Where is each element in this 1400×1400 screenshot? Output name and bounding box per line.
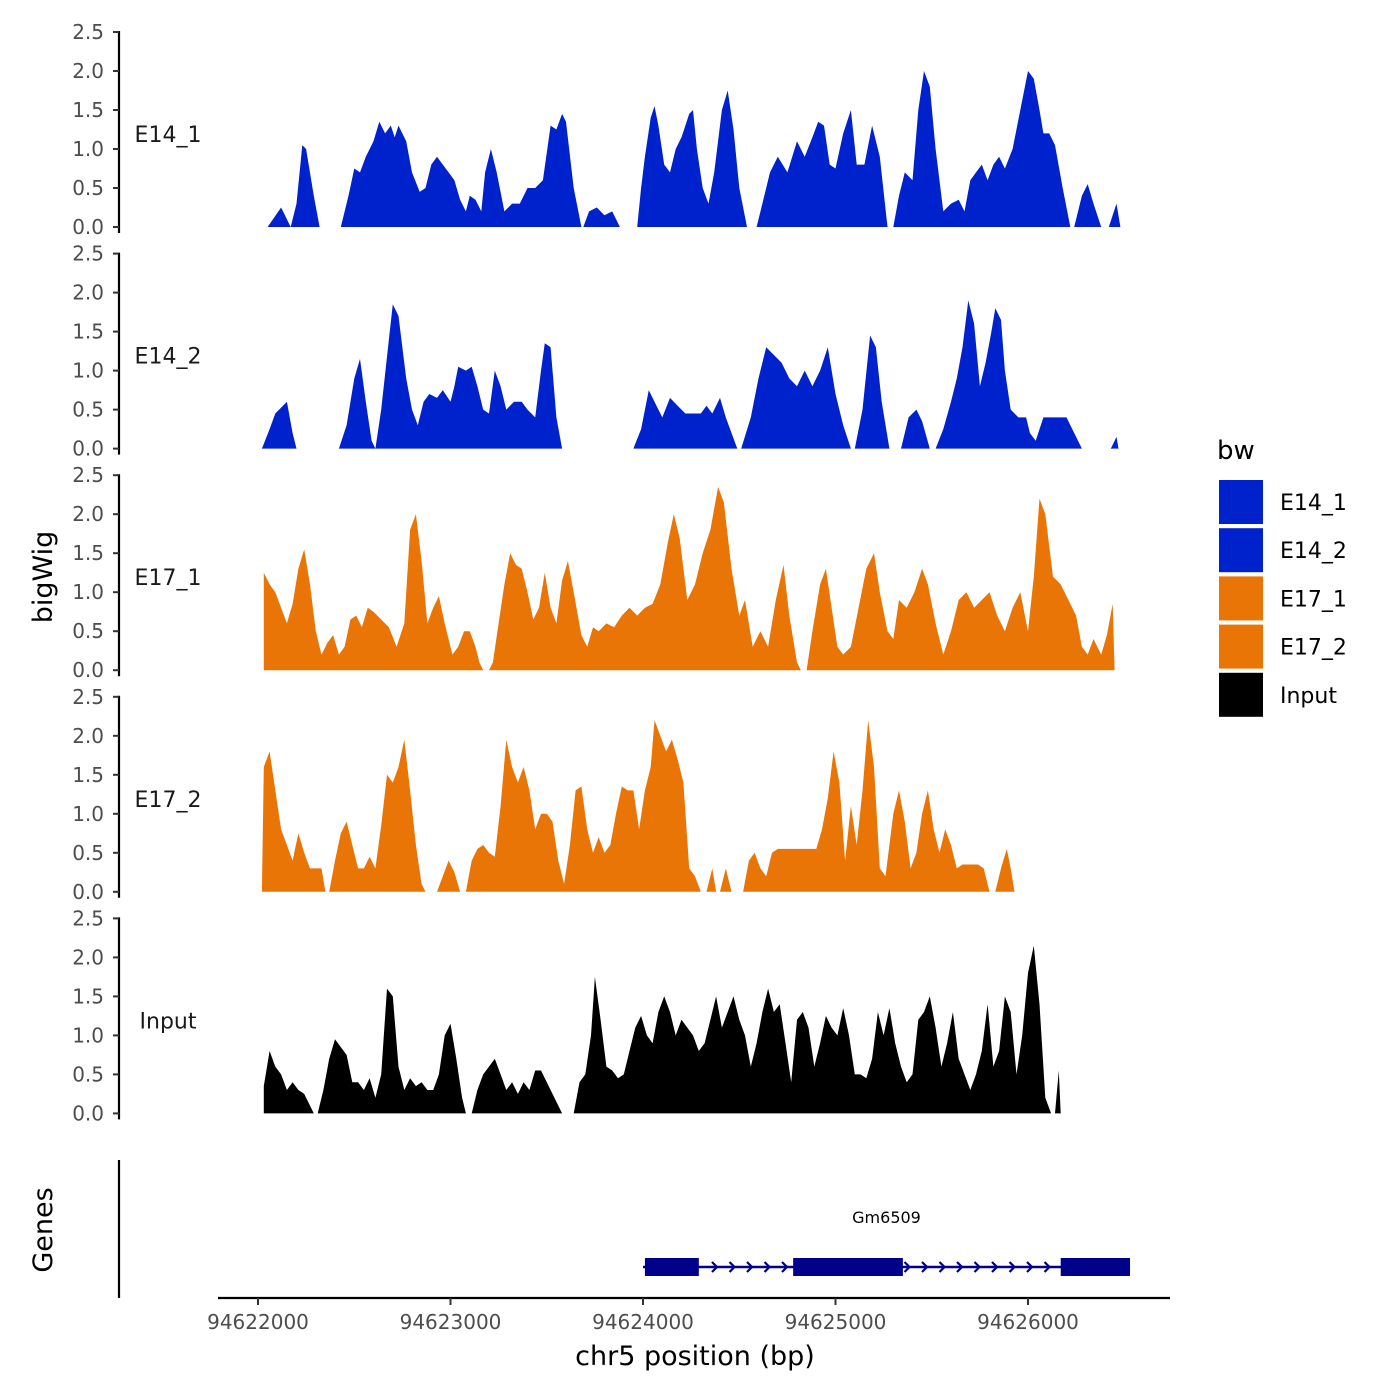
y-tick-label: 2.5 [72, 685, 104, 709]
gene-exon [1060, 1258, 1131, 1276]
y-tick-label: 1.0 [72, 359, 104, 383]
y-tick-label: 1.5 [72, 320, 104, 344]
x-tick-label: 94624000 [592, 1310, 694, 1334]
strand-arrow-icon [991, 1261, 999, 1273]
y-tick-label: 0.5 [72, 619, 104, 643]
strand-arrow-icon [1026, 1261, 1034, 1273]
coverage-area-e17_2 [261, 720, 1021, 892]
coverage-area-e17_1 [263, 486, 1115, 671]
y-tick-label: 0.0 [72, 437, 104, 461]
strand-arrow-icon [903, 1261, 912, 1273]
y-tick-label: 0.0 [72, 215, 104, 239]
y-tick-label: 1.5 [72, 98, 104, 122]
strand-arrow-icon [973, 1261, 982, 1273]
y-tick-label: 1.0 [72, 580, 104, 604]
legend-swatch [1219, 576, 1263, 621]
y-tick-label: 1.0 [72, 1023, 104, 1047]
legend-swatch [1219, 624, 1263, 669]
y-tick-label: 2.5 [72, 463, 104, 487]
y-tick-label: 0.0 [72, 880, 104, 904]
y-tick-label: 2.0 [72, 945, 104, 969]
strand-arrow-icon [938, 1261, 947, 1273]
gene-track: Gm6509 [117, 1160, 1131, 1298]
y-tick-label: 0.0 [72, 1101, 104, 1125]
gene-exon [644, 1258, 699, 1276]
strand-arrow-icon [711, 1261, 719, 1273]
track-e17-2: 0.0 0.5 1.0 1.5 2.0 2.5 E17_2 [72, 685, 1021, 904]
y-tick-label: 2.0 [72, 724, 104, 748]
gene-name-label: Gm6509 [852, 1208, 921, 1227]
x-tick-label: 94623000 [400, 1310, 502, 1334]
y-tick-label: 0.5 [72, 176, 104, 200]
y-tick-label: 1.0 [72, 137, 104, 161]
strand-arrow-icon [1043, 1261, 1052, 1273]
legend-label: E14_1 [1280, 491, 1347, 516]
y-tick-label: 0.5 [72, 841, 104, 865]
legend-swatch [1219, 672, 1263, 717]
y-tick-label: 1.5 [72, 984, 104, 1008]
track-label: E14_2 [135, 345, 202, 370]
strand-arrow-icon [781, 1261, 789, 1273]
track-e14-1: 0.0 0.5 1.0 1.5 2.0 2.5 E14_1 [72, 20, 1121, 239]
track-label: E14_1 [135, 123, 202, 148]
y-tick-label: 2.0 [72, 281, 104, 305]
strand-arrow-icon [746, 1261, 754, 1273]
strand-arrow-icon [921, 1261, 929, 1273]
x-tick-label: 94626000 [977, 1310, 1079, 1334]
coverage-area-e14_1 [267, 71, 1121, 227]
y-tick-label: 0.5 [72, 1062, 104, 1086]
y-tick-label: 2.5 [72, 242, 104, 266]
y-tick-label: 2.0 [72, 502, 104, 526]
legend-title: bw [1217, 436, 1255, 466]
track-e14-2: 0.0 0.5 1.0 1.5 2.0 2.5 E14_2 [72, 242, 1119, 461]
legend-label: E14_2 [1280, 539, 1347, 564]
legend-label: E17_1 [1280, 587, 1347, 612]
y-tick-label: 0.5 [72, 398, 104, 422]
y-tick-label: 1.5 [72, 763, 104, 787]
track-label: E17_1 [135, 566, 202, 591]
legend: bw E14_1 E14_2 E17_1 E17_2 Input [1217, 436, 1347, 717]
legend-label: Input [1280, 684, 1337, 709]
y-tick-label: 2.5 [72, 20, 104, 44]
strand-arrow-icon [956, 1261, 964, 1273]
x-tick-label: 94625000 [785, 1310, 887, 1334]
y-tick-label: 0.0 [72, 658, 104, 682]
x-axis-title: chr5 position (bp) [575, 1341, 815, 1372]
track-e17-1: 0.0 0.5 1.0 1.5 2.0 2.5 E17_1 [72, 463, 1115, 682]
genes-axis-title: Genes [28, 1187, 59, 1272]
legend-swatch [1219, 528, 1263, 573]
y-tick-label: 1.0 [72, 802, 104, 826]
strand-arrow-icon [1008, 1261, 1017, 1273]
y-tick-label: 2.0 [72, 59, 104, 83]
y-tick-label: 2.5 [72, 906, 104, 930]
coverage-area-e14_2 [261, 300, 1119, 449]
coverage-area-input [263, 945, 1061, 1114]
x-axis: 94622000 94623000 94624000 94625000 94626000 [207, 1296, 1170, 1334]
coverage-tracks: 0.0 0.5 1.0 1.5 2.0 2.5 E14_1 0.0 0.5 1.0 1.5 2.0 2.… [72, 20, 1121, 1125]
strand-arrow-icon [763, 1261, 772, 1273]
gene-exon [793, 1258, 903, 1276]
track-input: 0.0 0.5 1.0 1.5 2.0 2.5 Input [72, 906, 1061, 1125]
track-label: E17_2 [135, 788, 202, 813]
y-axis-title: bigWig [28, 531, 59, 624]
legend-label: E17_2 [1280, 636, 1347, 661]
track-label: Input [140, 1009, 197, 1034]
x-tick-label: 94622000 [207, 1310, 309, 1334]
legend-swatch [1219, 480, 1263, 524]
y-tick-label: 1.5 [72, 541, 104, 565]
strand-arrow-icon [728, 1261, 737, 1273]
